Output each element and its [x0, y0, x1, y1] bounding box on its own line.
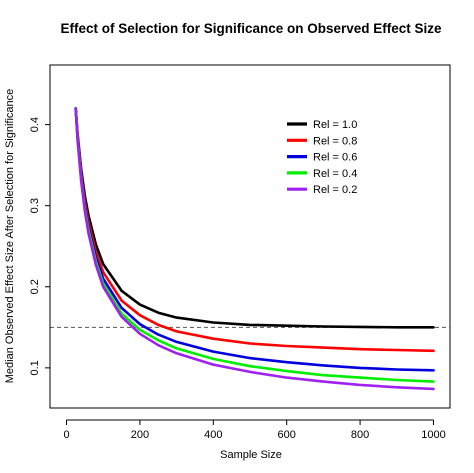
y-tick-label: 0.3 — [29, 198, 41, 213]
legend-label-3: Rel = 0.6 — [313, 152, 357, 164]
x-axis-label: Sample Size — [220, 449, 282, 461]
legend-label-5: Rel = 0.2 — [313, 184, 357, 196]
x-tick-label: 0 — [63, 429, 69, 441]
series-line-4 — [74, 107, 435, 383]
x-tick-label: 400 — [204, 429, 222, 441]
legend: Rel = 1.0 Rel = 0.8 Rel = 0.6 Rel = 0.4 Rel … — [287, 119, 357, 196]
series-line-5 — [74, 107, 435, 391]
y-tick-label: 0.1 — [29, 360, 41, 375]
x-tick-label: 1000 — [421, 429, 445, 441]
plot-frame — [49, 64, 451, 409]
x-axis: 0 200 400 600 800 1000 — [63, 419, 446, 441]
legend-label-2: Rel = 0.8 — [313, 135, 357, 147]
chart-title: Effect of Selection for Significance on … — [60, 21, 442, 36]
series-line-1 — [74, 107, 435, 329]
x-tick-label: 200 — [131, 429, 149, 441]
legend-label-4: Rel = 0.4 — [313, 168, 357, 180]
x-tick-label: 600 — [278, 429, 296, 441]
y-axis: 0.1 0.2 0.3 0.4 — [29, 117, 51, 376]
legend-label-1: Rel = 1.0 — [313, 119, 357, 131]
y-axis-label: Median Observed Effect Size After Select… — [4, 89, 16, 384]
y-tick-label: 0.4 — [29, 117, 41, 132]
series-group — [74, 107, 435, 391]
x-tick-label: 800 — [351, 429, 369, 441]
series-line-3 — [74, 107, 435, 372]
y-tick-label: 0.2 — [29, 279, 41, 294]
